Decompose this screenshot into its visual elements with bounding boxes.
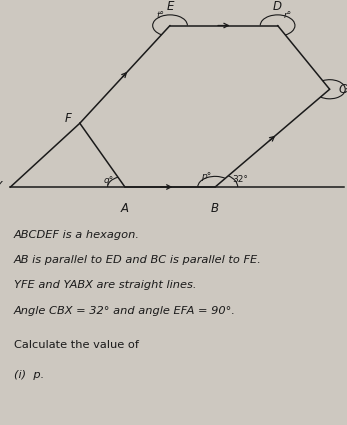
Text: E: E [166,0,174,13]
Text: r°: r° [283,11,292,20]
Text: t°: t° [156,11,164,20]
Text: x°: x° [344,86,347,95]
Text: YFE and YABX are straight lines.: YFE and YABX are straight lines. [14,280,196,291]
Text: Angle CBX = 32° and angle EFA = 90°.: Angle CBX = 32° and angle EFA = 90°. [14,306,236,316]
Text: AB is parallel to ED and BC is parallel to FE.: AB is parallel to ED and BC is parallel … [14,255,262,265]
Text: p°: p° [201,172,211,181]
Text: ABCDEF is a hexagon.: ABCDEF is a hexagon. [14,230,140,240]
Text: D: D [273,0,282,13]
Text: 32°: 32° [232,175,248,184]
Text: (i)  p.: (i) p. [14,370,44,380]
Text: F: F [65,113,71,125]
Text: B: B [211,202,219,215]
Text: q°: q° [104,176,114,185]
Text: A: A [121,202,129,215]
Text: C: C [338,83,347,96]
Text: Y: Y [0,181,2,193]
Text: Calculate the value of: Calculate the value of [14,340,139,350]
